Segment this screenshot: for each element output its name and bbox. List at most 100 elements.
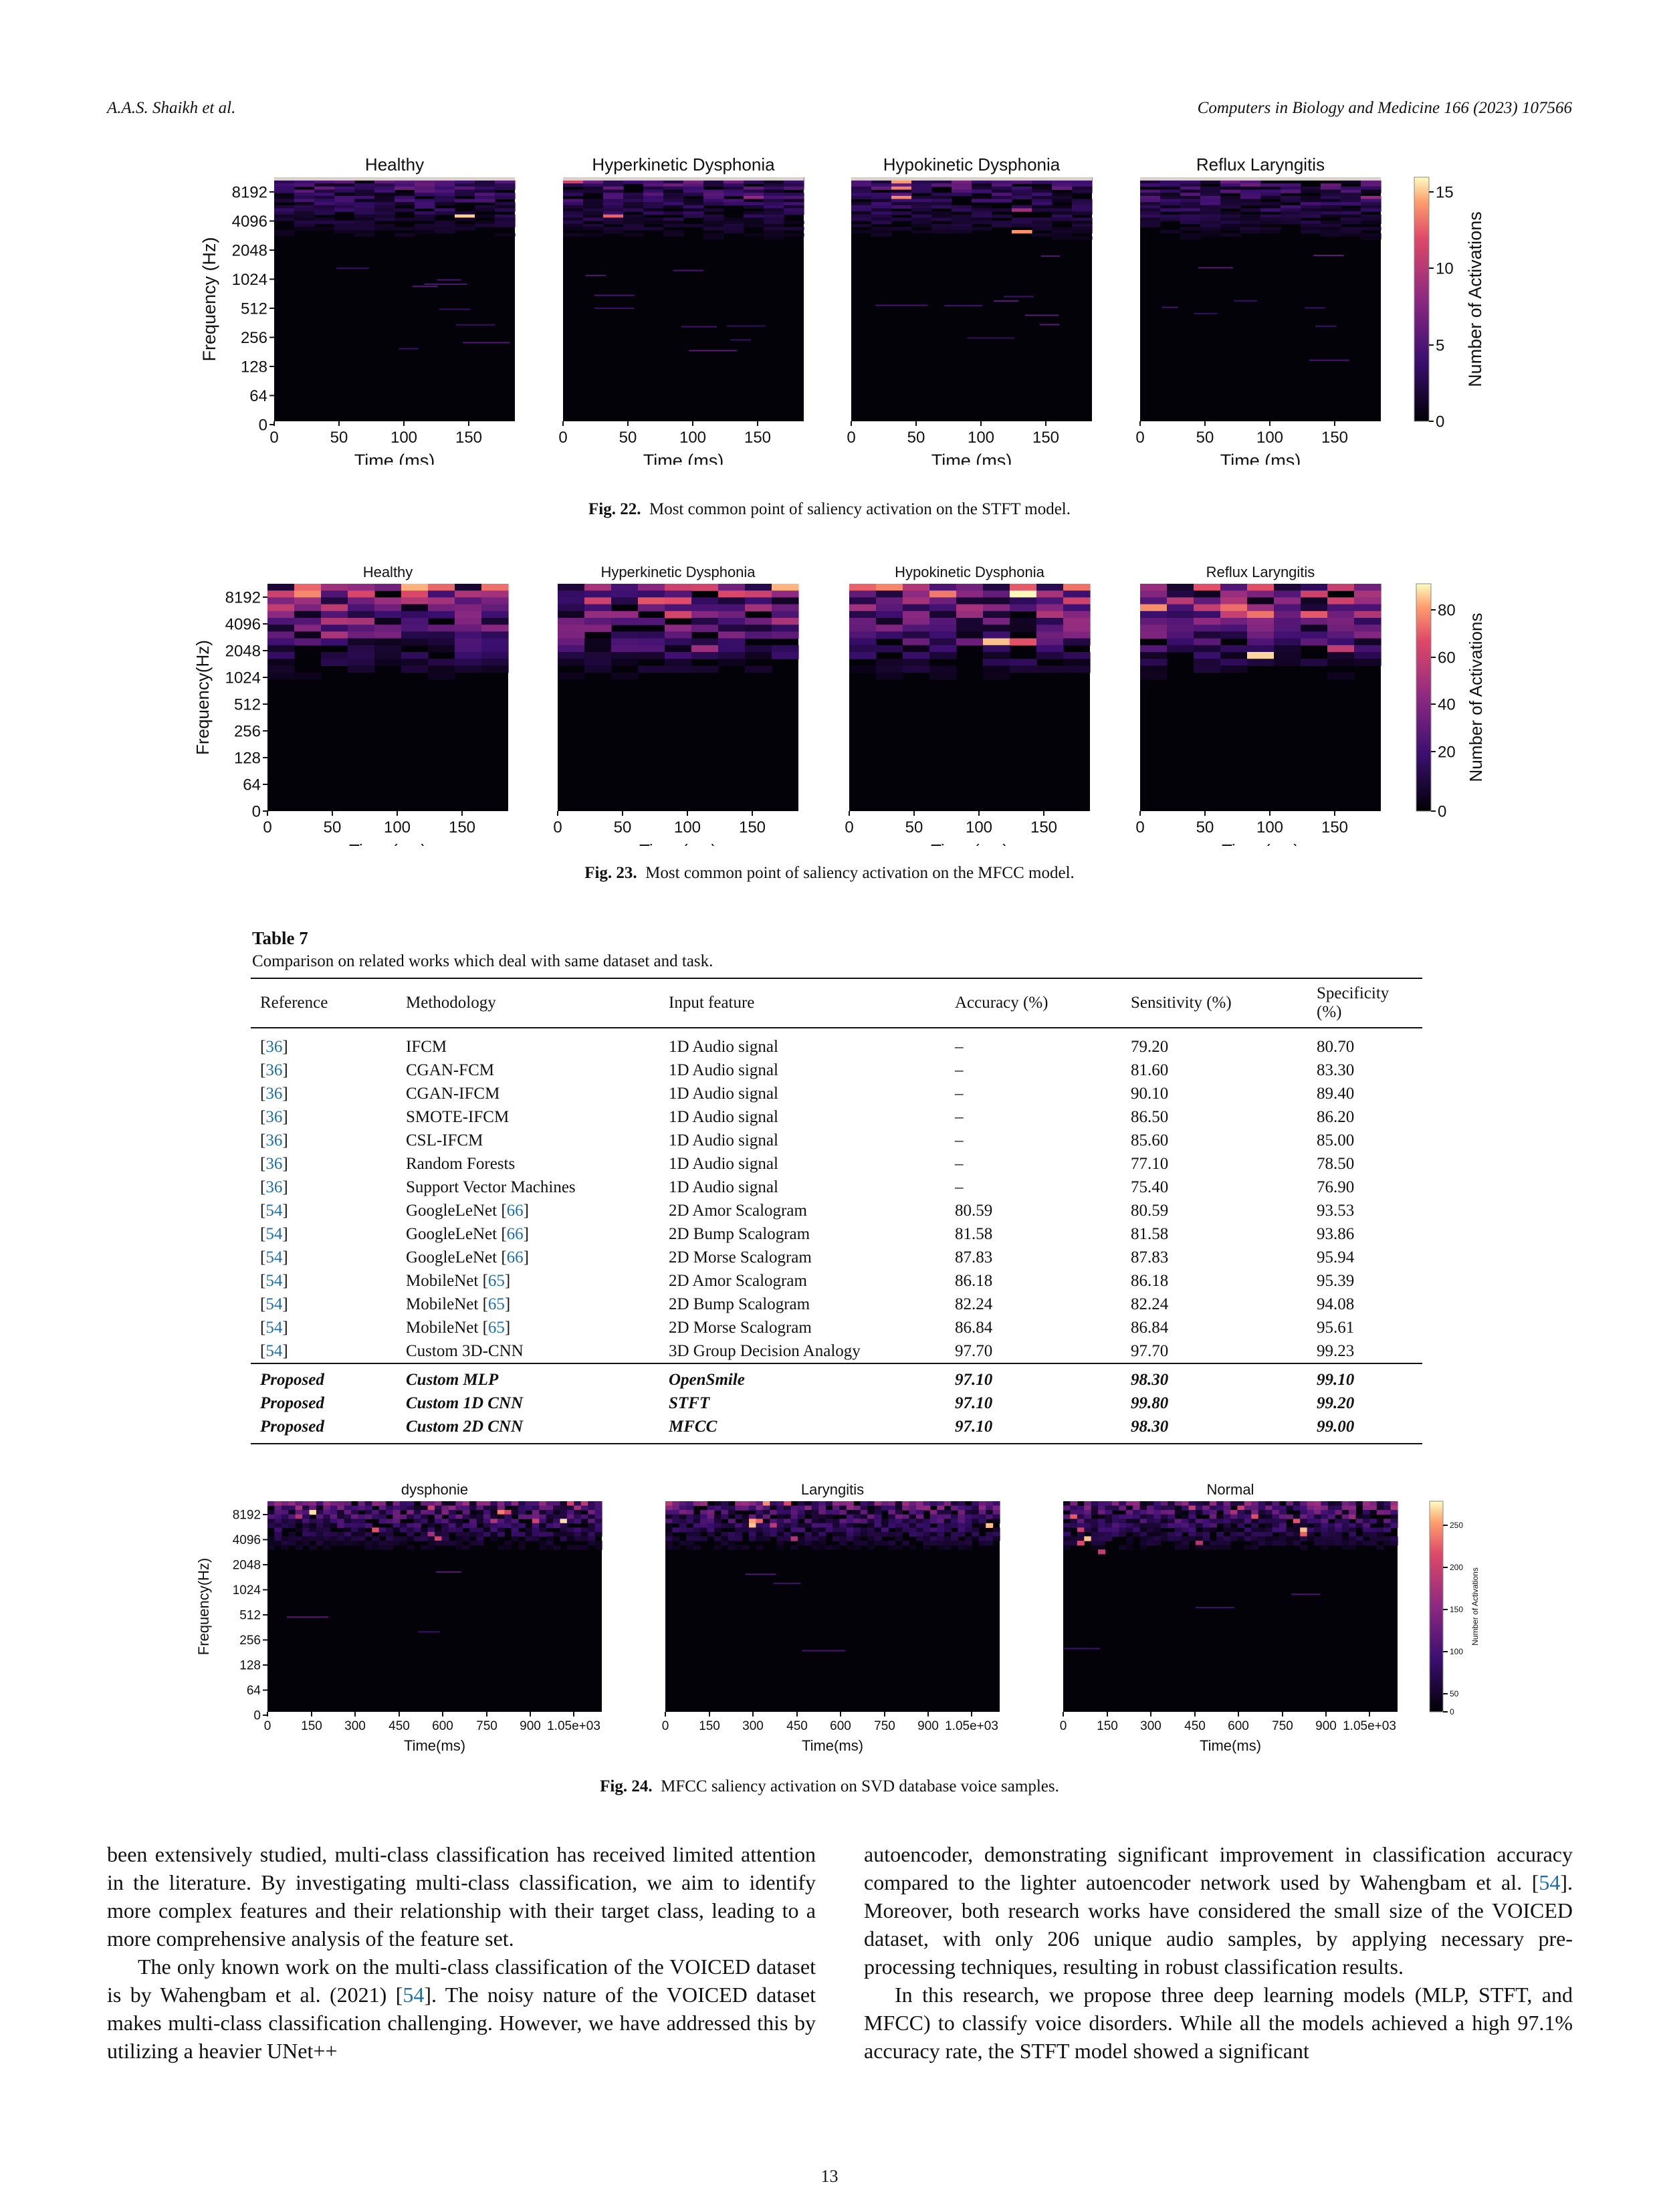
heatmap-cell — [1220, 665, 1248, 673]
heatmap-cell — [364, 1541, 372, 1546]
heatmap-cell — [1195, 1510, 1203, 1515]
heatmap-cell — [274, 1510, 282, 1515]
citation-link[interactable]: 66 — [506, 1225, 524, 1243]
heatmap-cell — [718, 597, 746, 605]
citation-link[interactable]: 54 — [265, 1225, 283, 1243]
citation-link[interactable]: 36 — [265, 1178, 283, 1196]
paragraph: In this research, we propose three deep … — [864, 1983, 1573, 2063]
citation-link[interactable]: 36 — [265, 1061, 283, 1079]
heatmap-cell — [1153, 1519, 1162, 1524]
heatmap-cell — [428, 625, 455, 632]
heatmap-cell — [849, 645, 877, 653]
heatmap-cell — [1139, 1505, 1147, 1511]
heatmap-cell — [839, 1536, 847, 1541]
heatmap-cell — [972, 180, 992, 184]
heatmap-cell — [1111, 1531, 1119, 1537]
heatmap-cell — [1230, 1514, 1238, 1519]
heatmap-cell — [1223, 1501, 1231, 1507]
citation-link[interactable]: 54 — [265, 1295, 283, 1313]
heatmap-cell — [374, 180, 395, 184]
heatmap-cell — [1301, 604, 1328, 612]
heatmap-cell — [294, 672, 322, 680]
heatmap-cell — [476, 1514, 484, 1519]
heatmap-cell — [992, 223, 1012, 227]
heatmap-cell — [1084, 1501, 1092, 1507]
heatmap-cell — [903, 659, 930, 666]
heatmap-cell — [448, 1523, 456, 1528]
heatmap-cell — [435, 1536, 442, 1541]
heatmap-cell — [1341, 1523, 1349, 1528]
heatmap-cell — [721, 1510, 729, 1515]
heatmap-cell — [558, 604, 585, 612]
heatmap-cell — [574, 1514, 582, 1519]
heatmap-cell — [1063, 611, 1091, 619]
heatmap-cell — [770, 1527, 778, 1533]
citation-link[interactable]: 54 — [403, 1983, 425, 2007]
heatmap-cell — [1251, 1505, 1259, 1511]
heatmap-cell — [323, 1527, 331, 1533]
heatmap-cell — [415, 183, 435, 187]
heatmap-cell — [1354, 584, 1381, 591]
heatmap-cell — [594, 294, 635, 296]
heatmap-cell — [455, 183, 475, 187]
heatmap-cell — [693, 1536, 701, 1541]
citation-link[interactable]: 65 — [487, 1319, 505, 1337]
heatmap-cell — [1305, 307, 1325, 309]
heatmap-cell — [314, 227, 335, 231]
heatmap-cell — [1265, 1514, 1273, 1519]
citation-link[interactable]: 36 — [265, 1038, 283, 1056]
citation-link[interactable]: 65 — [487, 1272, 505, 1290]
citation-link[interactable]: 54 — [1539, 1870, 1561, 1894]
heatmap-cell — [427, 1545, 435, 1550]
citation-link[interactable]: 36 — [265, 1131, 283, 1149]
heatmap-cell — [584, 638, 612, 646]
heatmap-cell — [1237, 1519, 1245, 1524]
heatmap-cell — [772, 590, 799, 598]
citation-link[interactable]: 66 — [506, 1202, 524, 1220]
citation-link[interactable]: 54 — [265, 1272, 283, 1290]
heatmap-cell — [707, 1523, 715, 1528]
heatmap-cell — [1153, 1531, 1162, 1537]
heatmap-cell — [1140, 221, 1161, 225]
citation-link[interactable]: 65 — [487, 1295, 505, 1313]
heatmap-cell — [354, 211, 375, 215]
heatmap-cell — [833, 1523, 840, 1528]
heatmap-cell — [428, 659, 455, 666]
heatmap-cell — [395, 202, 415, 206]
heatmap-cell — [511, 1527, 519, 1533]
heatmap-cell — [1160, 186, 1181, 191]
heatmap-cell — [846, 1510, 854, 1515]
heatmap-cell — [588, 1510, 596, 1515]
heatmap-cell — [1140, 590, 1168, 598]
heatmap-cell — [321, 584, 348, 591]
citation-link[interactable]: 54 — [265, 1202, 283, 1220]
heatmap-cell — [344, 1531, 352, 1537]
heatmap-cell — [881, 1501, 889, 1507]
x-tick-label: 0 — [1060, 1719, 1067, 1733]
citation-link[interactable]: 36 — [265, 1108, 283, 1126]
citation-link[interactable]: 36 — [265, 1085, 283, 1103]
heatmap-cell — [1230, 1536, 1238, 1541]
heatmap-cell — [735, 1505, 743, 1511]
heatmap-cell — [1147, 1536, 1154, 1541]
citation-link[interactable]: 66 — [506, 1248, 524, 1266]
heatmap-cell — [1321, 186, 1341, 191]
cell-input-feature: 1D Audio signal — [669, 1038, 778, 1056]
heatmap-cell — [1012, 193, 1032, 197]
heatmap-cell — [1247, 604, 1275, 612]
heatmap-cell — [871, 221, 892, 225]
heatmap-cell — [735, 1531, 743, 1537]
heatmap-cell — [1139, 1545, 1147, 1550]
heatmap-cell — [267, 665, 295, 673]
heatmap-cell — [337, 1519, 345, 1524]
heatmap-cell — [713, 1519, 722, 1524]
citation-link[interactable]: 36 — [265, 1155, 283, 1173]
heatmap-cell — [867, 1510, 875, 1515]
citation-link[interactable]: 54 — [265, 1342, 283, 1360]
citation-link[interactable]: 54 — [265, 1248, 283, 1266]
heatmap-cell — [744, 214, 764, 218]
heatmap-cell — [1098, 1510, 1106, 1515]
heatmap-cell — [1160, 208, 1181, 212]
citation-link[interactable]: 54 — [265, 1319, 283, 1337]
heatmap-cell — [764, 214, 784, 218]
